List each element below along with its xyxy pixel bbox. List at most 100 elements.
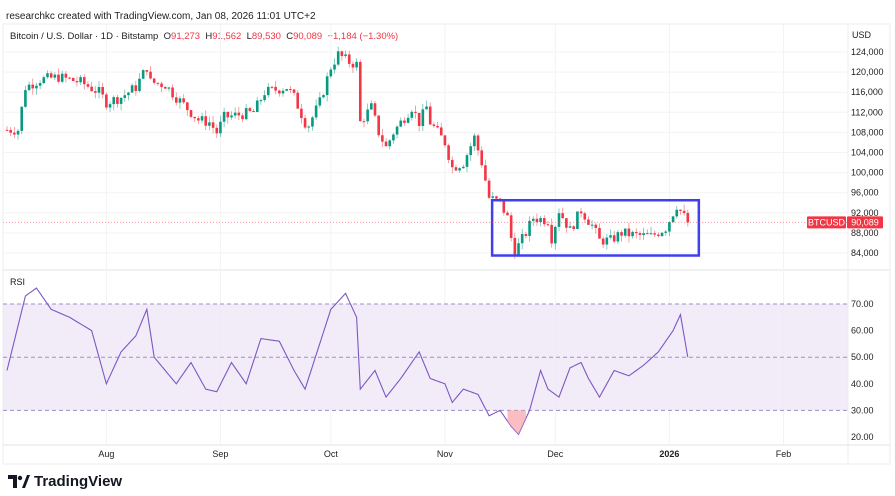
candle bbox=[480, 146, 484, 169]
rsi-tick: 30.00 bbox=[851, 405, 874, 415]
candle bbox=[278, 89, 281, 97]
open-value: 91,273 bbox=[171, 31, 201, 42]
high-label: H bbox=[205, 31, 213, 42]
candle-body bbox=[292, 89, 296, 93]
candle-body bbox=[616, 232, 620, 242]
candle bbox=[524, 232, 528, 239]
symbol-legend: Bitcoin / U.S. Dollar · 1D · Bitstamp O9… bbox=[10, 31, 398, 42]
candle bbox=[579, 207, 583, 218]
candle-body bbox=[410, 111, 414, 118]
candle bbox=[274, 81, 277, 95]
tradingview-logo[interactable]: TradingView bbox=[8, 473, 122, 490]
candle-body bbox=[653, 233, 656, 235]
candle bbox=[204, 110, 208, 131]
candle bbox=[660, 231, 664, 237]
candle-body bbox=[528, 220, 531, 236]
candle-body bbox=[627, 228, 631, 237]
candle bbox=[358, 59, 362, 122]
candle bbox=[16, 129, 20, 140]
candle bbox=[520, 228, 524, 250]
candle bbox=[189, 109, 193, 119]
candle bbox=[682, 204, 686, 216]
candle-body bbox=[612, 235, 616, 242]
candle bbox=[509, 212, 513, 242]
candle-body bbox=[314, 105, 318, 118]
candle bbox=[244, 103, 248, 121]
candle-body bbox=[355, 61, 358, 68]
candle-body bbox=[568, 226, 572, 228]
candle-body bbox=[675, 209, 679, 217]
candle-body bbox=[638, 233, 642, 235]
candle bbox=[163, 85, 167, 89]
candle bbox=[101, 82, 104, 99]
candle bbox=[436, 122, 439, 129]
candle-body bbox=[233, 112, 237, 116]
candle bbox=[296, 90, 300, 109]
candle bbox=[82, 74, 86, 90]
time-tick: Dec bbox=[547, 449, 564, 459]
candle bbox=[5, 126, 9, 131]
candle-body bbox=[167, 87, 171, 89]
candle bbox=[351, 61, 355, 73]
time-tick: Oct bbox=[324, 449, 339, 459]
candle-body bbox=[480, 150, 484, 166]
candle bbox=[417, 112, 421, 132]
candle-body bbox=[660, 232, 664, 237]
candle bbox=[27, 81, 31, 92]
price-badge bbox=[847, 216, 883, 229]
candle-body bbox=[473, 135, 476, 147]
candle bbox=[123, 89, 127, 102]
candle-body bbox=[105, 94, 108, 108]
symbol-title[interactable]: Bitcoin / U.S. Dollar · 1D · Bitstamp bbox=[10, 31, 159, 42]
candle-body bbox=[609, 235, 612, 238]
candle-body bbox=[469, 146, 472, 156]
candle-body bbox=[565, 218, 568, 228]
candle bbox=[366, 103, 369, 125]
candle bbox=[119, 97, 123, 111]
candle bbox=[248, 107, 252, 113]
candle bbox=[134, 80, 138, 96]
candle-body bbox=[49, 73, 53, 78]
candle-body bbox=[421, 109, 425, 127]
candle bbox=[675, 205, 679, 219]
rsi-tick: 20.00 bbox=[851, 432, 874, 442]
candle bbox=[531, 216, 535, 227]
candle bbox=[211, 116, 215, 134]
symbol-badge bbox=[807, 216, 846, 229]
candle-body bbox=[590, 224, 594, 226]
rsi-oversold-fill bbox=[507, 410, 526, 435]
candle-body bbox=[266, 86, 270, 96]
candle-body bbox=[230, 115, 233, 118]
candle-body bbox=[649, 233, 653, 235]
candle-body bbox=[75, 81, 79, 83]
candle bbox=[138, 73, 141, 93]
candle bbox=[303, 114, 307, 130]
candle-body bbox=[101, 87, 104, 95]
candle-body bbox=[20, 106, 24, 131]
candle bbox=[623, 228, 627, 238]
candle bbox=[167, 86, 171, 92]
candle-body bbox=[657, 234, 660, 237]
candle-body bbox=[71, 77, 75, 82]
candle-body bbox=[325, 76, 329, 96]
candle bbox=[355, 58, 358, 71]
candle bbox=[406, 113, 410, 124]
candle bbox=[443, 134, 447, 148]
candle bbox=[237, 106, 241, 121]
candle bbox=[601, 236, 605, 248]
candle bbox=[24, 85, 27, 108]
candle bbox=[646, 229, 649, 235]
candle bbox=[542, 215, 546, 227]
candle bbox=[13, 126, 16, 139]
candle-body bbox=[554, 226, 557, 244]
candle bbox=[9, 127, 12, 137]
candle-body bbox=[138, 78, 141, 91]
candle-body bbox=[620, 232, 623, 236]
candle bbox=[528, 216, 531, 242]
low-value: 89,530 bbox=[251, 31, 281, 42]
candle bbox=[373, 101, 377, 118]
candle-body bbox=[542, 218, 546, 225]
candle-body bbox=[443, 135, 447, 146]
candle bbox=[362, 118, 366, 128]
